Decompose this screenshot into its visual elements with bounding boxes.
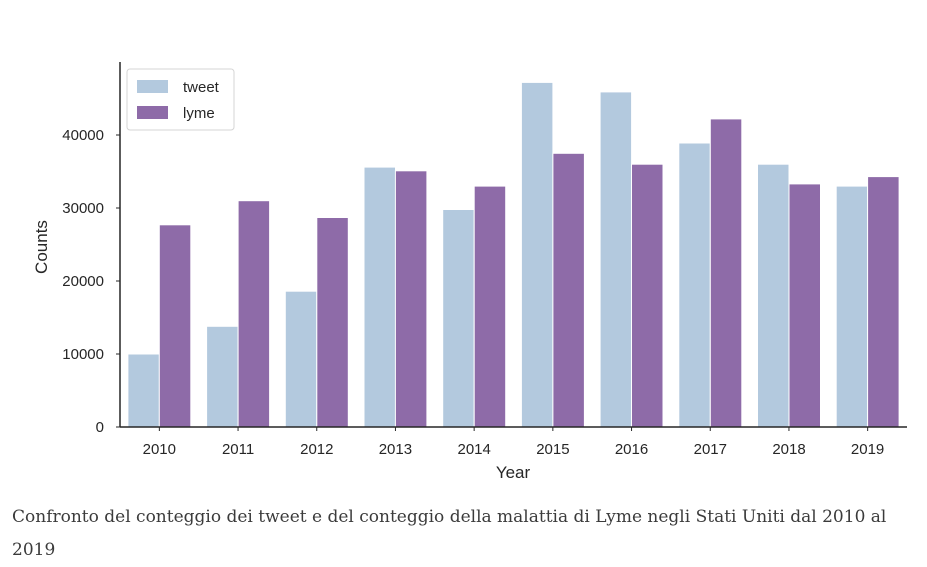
bar-tweet-2016 <box>599 91 633 428</box>
y-axis-ticks: 0 10000 20000 30000 40000 <box>62 127 120 436</box>
legend-label-lyme: lyme <box>183 105 215 122</box>
y-tick-label-30000: 30000 <box>62 200 104 217</box>
bar-lyme-2010 <box>158 224 192 428</box>
bars-group <box>127 81 900 428</box>
x-tick-label-2015: 2015 <box>536 441 569 458</box>
bar-tweet-2018 <box>757 163 790 428</box>
y-tick-label-20000: 20000 <box>62 273 104 290</box>
bar-lyme-2018 <box>788 183 821 428</box>
x-axis-ticks: 2010 2011 2012 2013 2014 2015 2016 2017 2018 2019 <box>143 427 884 458</box>
y-axis-label: Counts <box>32 220 51 274</box>
x-tick-label-2018: 2018 <box>772 441 805 458</box>
x-tick-label-2019: 2019 <box>851 441 884 458</box>
y-tick-label-10000: 10000 <box>62 346 104 363</box>
x-tick-label-2016: 2016 <box>615 441 648 458</box>
x-tick-label-2012: 2012 <box>300 441 333 458</box>
x-tick-label-2013: 2013 <box>379 441 412 458</box>
bar-tweet-2019 <box>835 185 869 428</box>
bar-tweet-2017 <box>678 142 711 428</box>
bar-lyme-2016 <box>631 163 664 428</box>
legend-swatch-lyme <box>137 106 168 119</box>
legend: tweet lyme <box>126 68 235 131</box>
bar-lyme-2011 <box>237 200 271 428</box>
x-tick-label-2010: 2010 <box>143 441 176 458</box>
bar-tweet-2012 <box>284 290 318 428</box>
bar-lyme-2014 <box>473 185 507 428</box>
x-tick-label-2014: 2014 <box>458 441 491 458</box>
bar-tweet-2011 <box>206 325 239 428</box>
bar-lyme-2015 <box>552 152 585 428</box>
y-tick-label-40000: 40000 <box>62 127 104 144</box>
bar-tweet-2010 <box>127 353 160 428</box>
x-tick-label-2017: 2017 <box>694 441 727 458</box>
legend-label-tweet: tweet <box>183 79 220 96</box>
bar-tweet-2014 <box>442 209 475 428</box>
y-tick-label-0: 0 <box>96 419 104 436</box>
bar-tweet-2013 <box>363 166 396 428</box>
bar-lyme-2017 <box>709 118 743 428</box>
bar-lyme-2019 <box>867 176 900 428</box>
x-tick-label-2011: 2011 <box>222 441 254 458</box>
x-axis-label: Year <box>496 463 531 482</box>
bar-lyme-2013 <box>394 170 428 428</box>
legend-swatch-tweet <box>137 80 168 93</box>
bar-tweet-2015 <box>520 81 554 428</box>
figure-caption: Confronto del conteggio dei tweet e del … <box>12 507 887 560</box>
bar-lyme-2012 <box>316 217 349 428</box>
